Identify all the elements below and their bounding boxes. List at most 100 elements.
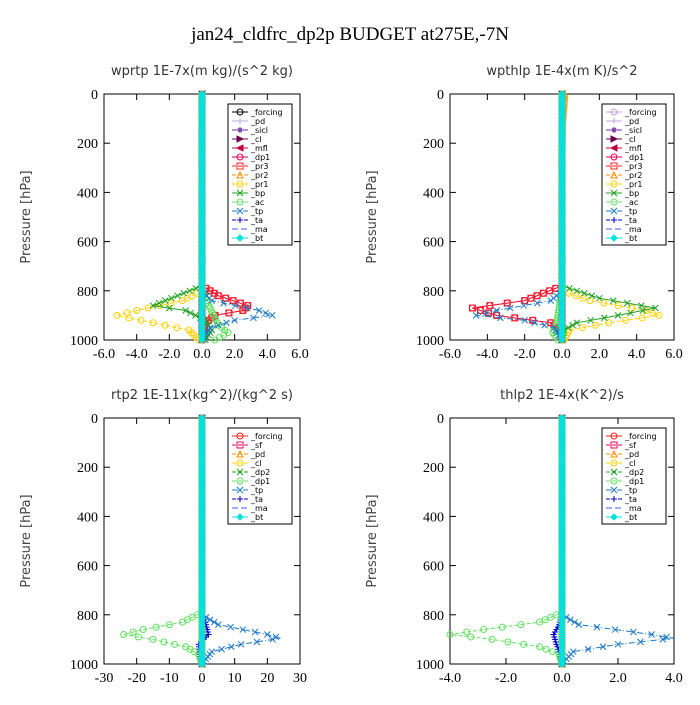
legend-label: _cl [624, 459, 636, 468]
legend-label: _pr1 [250, 180, 268, 189]
x-tick-label: -2.0 [158, 347, 180, 362]
x-tick-label: 6.0 [665, 347, 683, 362]
x-tick-label: -6.0 [439, 347, 461, 362]
legend-label: _pr3 [250, 162, 268, 171]
data-point [181, 290, 187, 296]
legend-label: _dp2 [250, 468, 270, 477]
legend-label: _pd [250, 117, 265, 126]
legend-label: _dp1 [624, 153, 644, 162]
y-tick-label: 600 [423, 560, 444, 575]
legend-label: _dp1 [250, 477, 270, 486]
legend-label: _tp [250, 486, 263, 495]
x-tick-label: 4.0 [665, 671, 683, 686]
legend-label: _pr2 [624, 171, 642, 180]
legend-label: _bp [624, 189, 639, 198]
chart-title: wprtp 1E-7x(m kg)/(s^2 kg) [111, 64, 293, 79]
x-tick-label: -2.0 [514, 347, 536, 362]
data-point [187, 288, 193, 294]
y-tick-label: 400 [423, 510, 444, 525]
chart-title: rtp2 1E-11x(kg^2)/(kg^2 s) [111, 388, 293, 403]
x-tick-label: 2.0 [609, 671, 627, 686]
series-line-dp1 [450, 418, 562, 664]
y-tick-label: 400 [77, 186, 98, 201]
y-tick-label: 600 [77, 560, 98, 575]
legend-label: _ta [250, 216, 263, 225]
legend-label: _forcing [624, 432, 657, 441]
x-tick-label: 0.0 [553, 671, 571, 686]
legend-label: _sicl [624, 126, 642, 135]
x-tick-label: 4.0 [259, 347, 277, 362]
data-point [542, 322, 548, 328]
data-point [263, 310, 269, 316]
chart-title: wpthlp 1E-4x(m K)/s^2 [486, 64, 637, 79]
legend-label: _pd [624, 450, 639, 459]
data-point [162, 298, 168, 304]
legend-label: _sf [250, 441, 262, 450]
data-point [219, 646, 225, 652]
legend-label: _pd [624, 117, 639, 126]
legend-label: _pd [250, 450, 265, 459]
legend-label: _bt [624, 234, 637, 243]
legend-label: _bt [250, 234, 263, 243]
legend-label: _ta [624, 216, 637, 225]
y-tick-label: 200 [423, 137, 444, 152]
x-tick-label: -4.0 [126, 347, 148, 362]
y-tick-label: 200 [423, 461, 444, 476]
series-line-dp1 [124, 418, 202, 664]
x-tick-label: 2.0 [226, 347, 244, 362]
legend-label: _forcing [250, 432, 283, 441]
legend-label: _dp1 [250, 153, 270, 162]
x-tick-label: 0.0 [193, 347, 211, 362]
x-tick-label: -30 [95, 671, 114, 686]
x-tick-label: 20 [260, 671, 274, 686]
chart-title: thlp2 1E-4x(K^2)/s [500, 388, 624, 403]
y-axis-label: Pressure [hPa] [19, 170, 34, 263]
data-point [543, 646, 549, 652]
legend-label: _forcing [624, 108, 657, 117]
chart-panel-thlp2: thlp2 1E-4x(K^2)/s Pressure [hPa] 0 200 400 6… [365, 388, 683, 686]
x-tick-label: 4.0 [628, 347, 646, 362]
x-tick-label: 6.0 [291, 347, 309, 362]
y-tick-label: 200 [77, 137, 98, 152]
x-tick-label: 0 [199, 671, 206, 686]
y-tick-label: 400 [77, 510, 98, 525]
legend-label: _bp [250, 189, 265, 198]
y-axis-label: Pressure [hPa] [19, 494, 34, 587]
legend-label: _bt [250, 513, 263, 522]
legend-label: _mfl [250, 144, 268, 153]
x-tick-label: 2.0 [591, 347, 609, 362]
y-tick-label: 0 [91, 412, 98, 427]
legend-label: _tp [624, 207, 637, 216]
legend-label: _ma [250, 504, 268, 513]
y-tick-label: 400 [423, 186, 444, 201]
data-point [550, 649, 556, 655]
legend-label: _ac [250, 198, 264, 207]
legend-label: _sicl [250, 126, 268, 135]
y-tick-label: 800 [423, 285, 444, 300]
legend-label: _ac [624, 198, 638, 207]
y-tick-label: 200 [77, 461, 98, 476]
x-tick-label: -6.0 [93, 347, 115, 362]
legend-label: _pr3 [624, 162, 642, 171]
legend-label: _ma [624, 225, 642, 234]
chart-panel-wprtp: wprtp 1E-7x(m kg)/(s^2 kg) Pressure [hPa]… [19, 64, 309, 362]
legend-label: _ta [250, 495, 263, 504]
legend-label: _mfl [624, 144, 642, 153]
page-title: jan24_cldfrc_dp2p BUDGET at275E,-7N [190, 24, 509, 45]
y-tick-label: 0 [437, 412, 444, 427]
data-point [175, 293, 181, 299]
y-tick-label: 800 [77, 285, 98, 300]
y-tick-label: 800 [423, 609, 444, 624]
x-tick-label: -4.0 [476, 347, 498, 362]
y-tick-label: 800 [77, 609, 98, 624]
y-axis-label: Pressure [hPa] [365, 494, 380, 587]
chart-panel-rtp2: rtp2 1E-11x(kg^2)/(kg^2 s) Pressure [hPa]… [19, 388, 307, 686]
legend-label: _cl [624, 135, 636, 144]
legend-label: _sf [624, 441, 636, 450]
legend-label: _cl [250, 135, 262, 144]
y-axis-label: Pressure [hPa] [365, 170, 380, 263]
x-tick-label: 0.0 [553, 347, 571, 362]
